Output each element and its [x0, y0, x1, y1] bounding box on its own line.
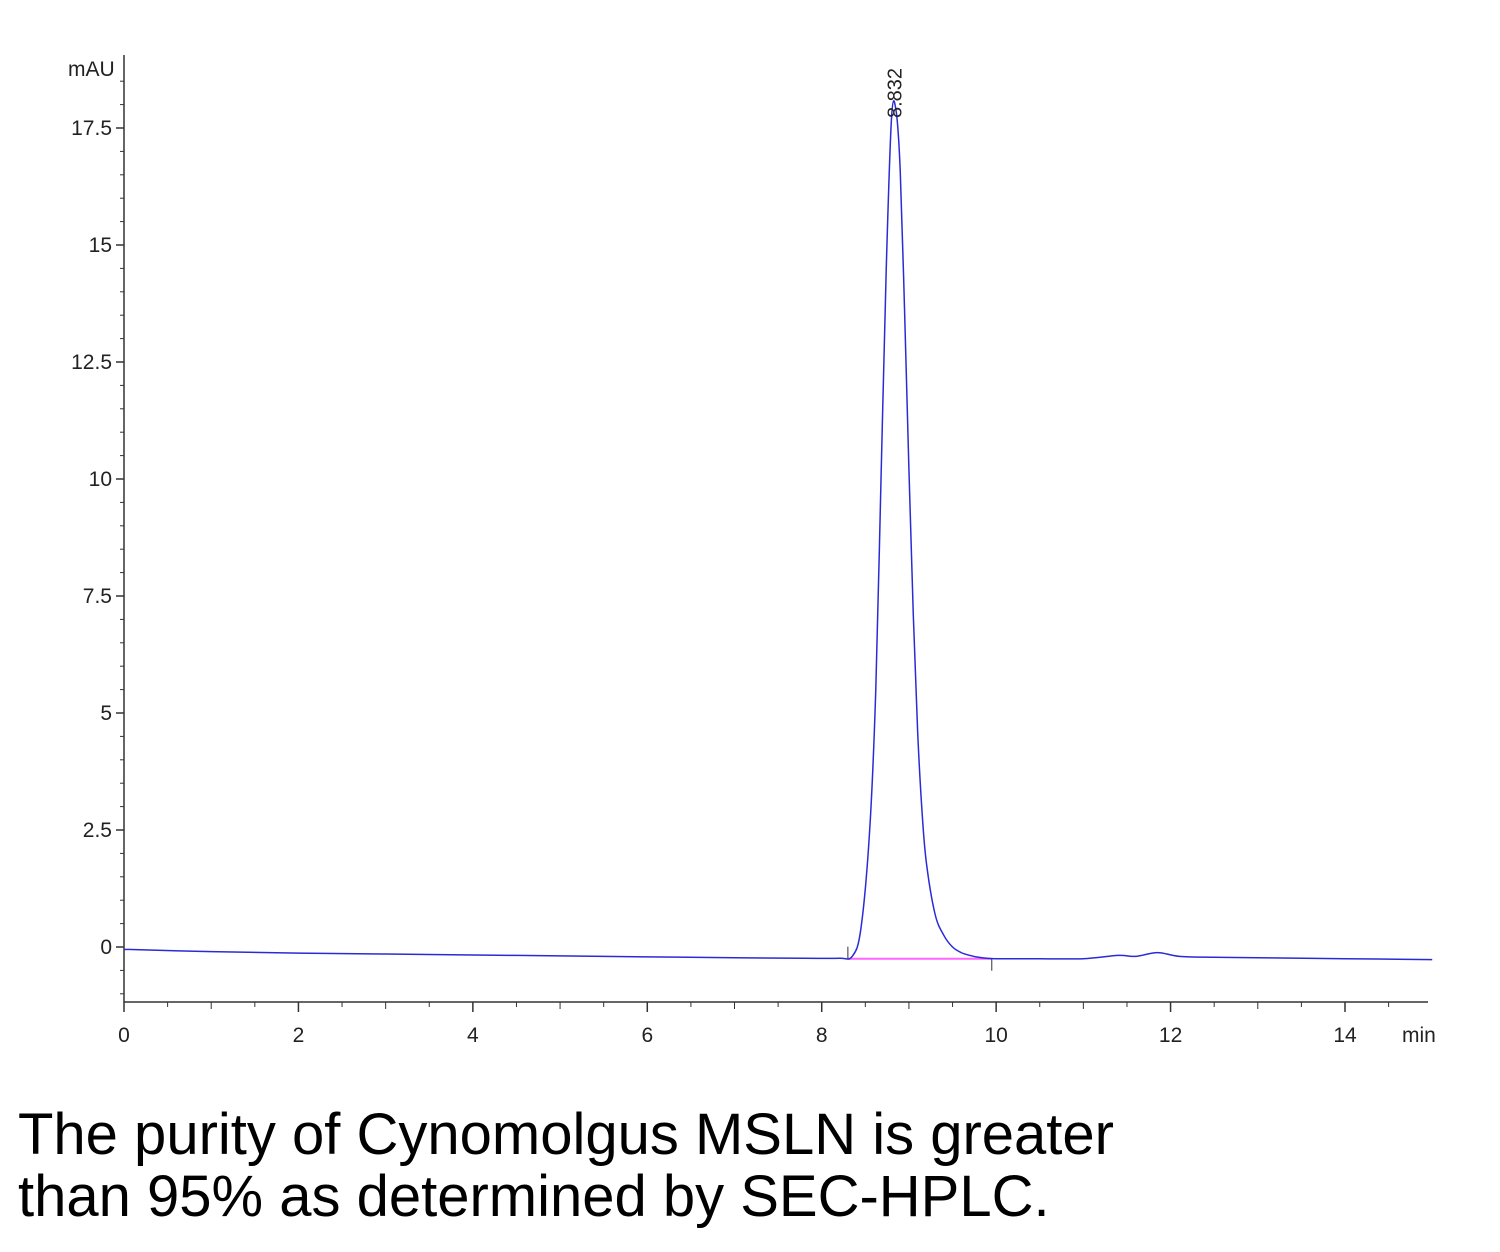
y-tick-label: 17.5	[71, 117, 112, 140]
y-tick-label: 10	[89, 468, 112, 491]
y-axis-ticks: 0 2.5 5 7.5 10 12.5 15 17.5	[71, 80, 124, 995]
x-axis-ticks: 0 2 4 6 8 10 12 14	[118, 1002, 1390, 1047]
caption-line-1: The purity of Cynomolgus MSLN is greater	[18, 1102, 1114, 1167]
x-tick-label: 0	[118, 1024, 130, 1047]
x-tick-label: 10	[984, 1024, 1007, 1047]
y-tick-label: 7.5	[83, 585, 112, 608]
y-tick-label: 2.5	[83, 819, 112, 842]
y-tick-label: 0	[100, 936, 112, 959]
x-tick-label: 4	[467, 1024, 479, 1047]
x-tick-label: 12	[1159, 1024, 1182, 1047]
y-axis-unit-label: mAU	[68, 58, 115, 81]
y-tick-label: 12.5	[71, 351, 112, 374]
x-tick-label: 8	[816, 1024, 828, 1047]
peak-retention-time-label: 8.832	[884, 68, 906, 118]
x-axis-unit-label: min	[1402, 1024, 1436, 1047]
y-tick-label: 15	[89, 234, 112, 257]
figure-caption: The purity of Cynomolgus MSLN is greater…	[18, 1104, 1478, 1228]
caption-line-2: than 95% as determined by SEC-HPLC.	[18, 1164, 1050, 1229]
chromatogram-trace	[123, 100, 1433, 961]
chromatogram-chart: 0 2.5 5 7.5 10 12.5 15 17.5 0 2 4 6 8 10 12 14 mAU min…	[68, 55, 1436, 1047]
y-tick-label: 5	[100, 702, 112, 725]
x-tick-label: 2	[293, 1024, 305, 1047]
x-tick-label: 6	[641, 1024, 653, 1047]
x-tick-label: 14	[1333, 1024, 1357, 1047]
